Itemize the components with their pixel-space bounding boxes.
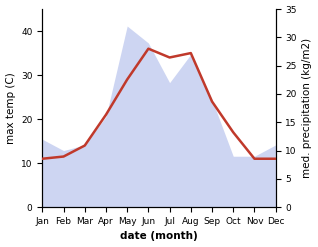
Y-axis label: med. precipitation (kg/m2): med. precipitation (kg/m2) — [302, 38, 313, 178]
X-axis label: date (month): date (month) — [120, 231, 198, 242]
Y-axis label: max temp (C): max temp (C) — [5, 72, 16, 144]
